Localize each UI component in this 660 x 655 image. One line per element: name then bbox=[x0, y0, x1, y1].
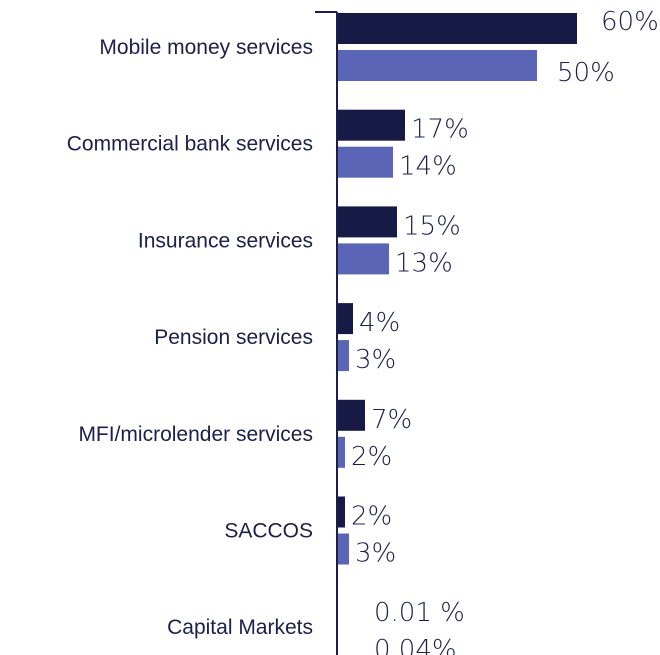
data-label: 13% bbox=[395, 248, 453, 278]
bar-series-1 bbox=[337, 109, 405, 141]
data-label: 0.01 % bbox=[374, 598, 465, 628]
bar-series-2 bbox=[337, 340, 349, 372]
labels-layer: Mobile money services 60% 50% Commercial ba… bbox=[67, 7, 659, 655]
data-label: 3% bbox=[355, 345, 396, 375]
data-label: 3% bbox=[355, 539, 396, 569]
bar-series-2 bbox=[337, 146, 393, 178]
category-label: Pension services bbox=[154, 326, 313, 349]
bar-series-2 bbox=[337, 50, 537, 81]
data-label: 14% bbox=[399, 152, 457, 182]
bar-series-1 bbox=[337, 399, 365, 431]
bar-series-1 bbox=[337, 303, 353, 335]
category-label: Capital Markets bbox=[167, 616, 313, 639]
data-label: 4% bbox=[359, 308, 400, 338]
data-label: 2% bbox=[351, 442, 392, 472]
bar-series-2 bbox=[337, 243, 389, 275]
category-label: Insurance services bbox=[138, 229, 313, 252]
bar-series-1 bbox=[337, 496, 345, 528]
bars-layer bbox=[337, 13, 577, 565]
data-label: 2% bbox=[351, 502, 392, 532]
bar-series-2 bbox=[337, 533, 349, 565]
bar-series-1 bbox=[337, 13, 577, 44]
category-label: Commercial bank services bbox=[67, 133, 313, 156]
data-label: 60% bbox=[601, 7, 659, 37]
bar-series-2 bbox=[337, 436, 345, 468]
category-label: MFI/microlender services bbox=[78, 423, 313, 446]
data-label: 7% bbox=[371, 405, 412, 435]
data-label: 17% bbox=[411, 115, 469, 145]
bar-series-1 bbox=[337, 206, 397, 238]
data-label: 15% bbox=[403, 211, 461, 241]
data-label: 0.04% bbox=[374, 635, 457, 655]
data-label: 50% bbox=[557, 58, 615, 88]
category-label: Mobile money services bbox=[99, 36, 313, 59]
category-label: SACCOS bbox=[224, 520, 313, 543]
